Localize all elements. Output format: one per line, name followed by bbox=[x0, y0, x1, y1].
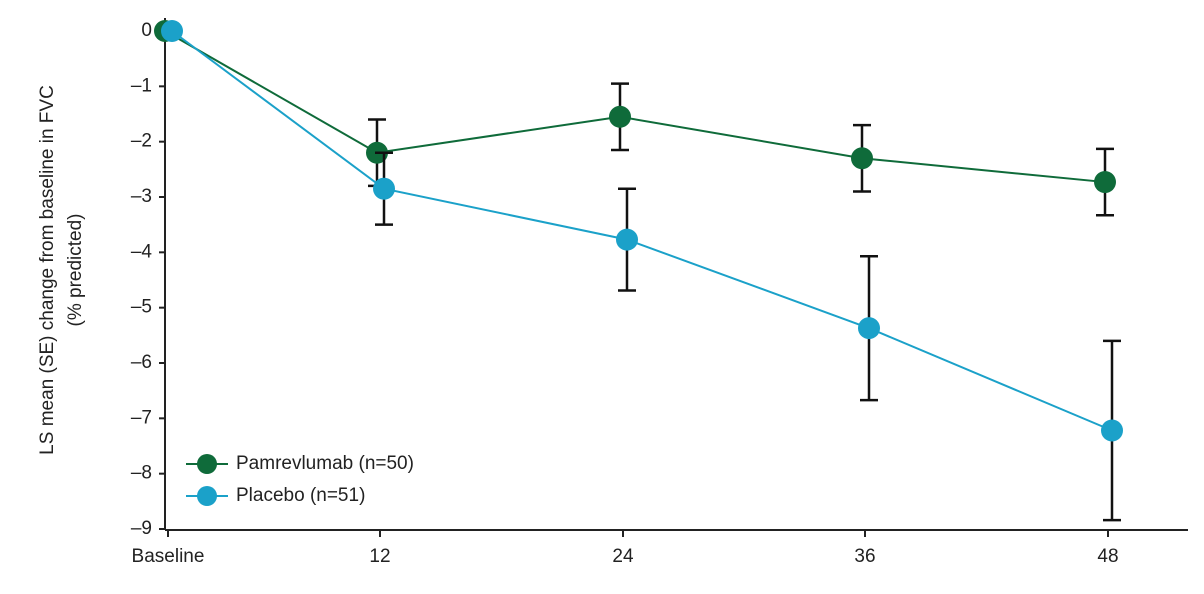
y-tick-label: –6 bbox=[131, 352, 152, 373]
y-tick-label: –4 bbox=[131, 241, 153, 262]
x-tick-label: 48 bbox=[1097, 546, 1118, 567]
y-axis-label: LS mean (SE) change from baseline in FVC bbox=[37, 85, 58, 455]
legend-marker bbox=[197, 454, 217, 474]
y-tick-label: –9 bbox=[131, 518, 152, 539]
x-tick-label: Baseline bbox=[132, 546, 205, 567]
y-tick-label: –3 bbox=[131, 186, 152, 207]
data-point bbox=[161, 20, 183, 42]
y-tick-label: 0 bbox=[141, 20, 152, 41]
series-line bbox=[171, 30, 1113, 432]
data-point bbox=[373, 177, 395, 200]
x-tick-label: 24 bbox=[612, 546, 634, 567]
x-tick-label: 12 bbox=[369, 546, 390, 567]
data-point bbox=[1101, 419, 1123, 442]
data-point bbox=[1094, 171, 1116, 194]
data-point bbox=[609, 105, 631, 128]
y-axis-label: (% predicted) bbox=[65, 214, 86, 327]
legend-label: Placebo (n=51) bbox=[236, 485, 365, 506]
y-tick-label: –7 bbox=[131, 407, 152, 428]
legend-label: Pamrevlumab (n=50) bbox=[236, 453, 414, 474]
y-tick-label: –1 bbox=[131, 75, 152, 96]
data-point bbox=[616, 228, 638, 251]
x-tick-label: 36 bbox=[854, 546, 875, 567]
series-line bbox=[164, 30, 1106, 184]
y-tick-label: –8 bbox=[131, 463, 152, 484]
data-point bbox=[858, 317, 880, 340]
y-tick-label: –2 bbox=[131, 131, 152, 152]
y-tick-label: –5 bbox=[131, 297, 152, 318]
data-point bbox=[851, 147, 873, 170]
legend-marker bbox=[197, 486, 217, 506]
